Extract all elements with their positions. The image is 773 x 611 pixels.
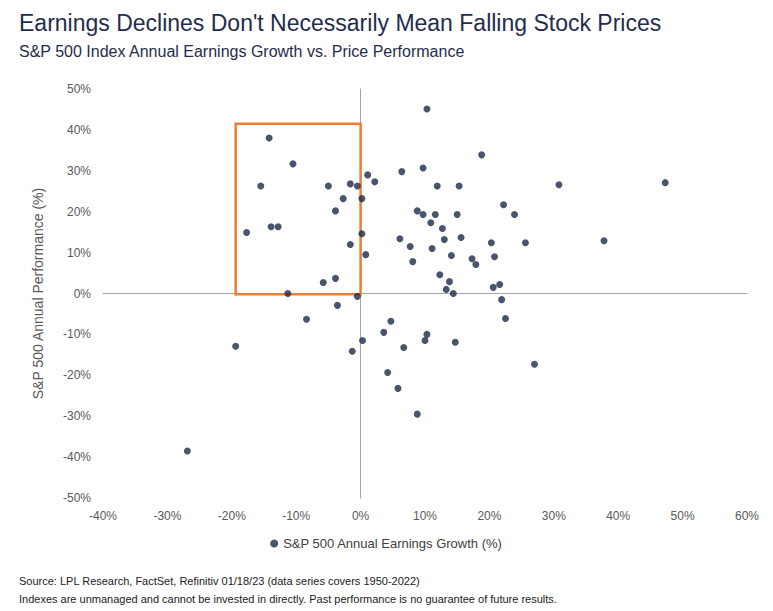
- svg-text:50%: 50%: [67, 82, 91, 96]
- svg-text:40%: 40%: [67, 123, 91, 137]
- svg-text:20%: 20%: [477, 509, 501, 523]
- svg-text:60%: 60%: [735, 509, 759, 523]
- svg-text:10%: 10%: [67, 246, 91, 260]
- svg-text:S&P 500 Annual Performance (%): S&P 500 Annual Performance (%): [30, 188, 46, 399]
- svg-text:-20%: -20%: [63, 368, 91, 382]
- svg-text:30%: 30%: [67, 164, 91, 178]
- svg-text:-20%: -20%: [218, 509, 246, 523]
- svg-text:-10%: -10%: [282, 509, 310, 523]
- svg-text:0%: 0%: [352, 509, 370, 523]
- svg-text:-40%: -40%: [89, 509, 117, 523]
- svg-text:30%: 30%: [542, 509, 566, 523]
- svg-text:40%: 40%: [606, 509, 630, 523]
- svg-text:S&P 500 Index Annual Earnings: S&P 500 Index Annual Earnings Growth vs.…: [19, 43, 464, 60]
- svg-text:-50%: -50%: [63, 491, 91, 505]
- svg-text:20%: 20%: [67, 205, 91, 219]
- svg-text:Source: LPL Research, FactSet,: Source: LPL Research, FactSet, Refinitiv…: [19, 575, 420, 587]
- svg-text:-30%: -30%: [153, 509, 181, 523]
- svg-text:S&P 500 Annual Earnings Growth: S&P 500 Annual Earnings Growth (%): [283, 536, 502, 551]
- svg-text:-30%: -30%: [63, 409, 91, 423]
- svg-text:Earnings Declines Don't Necess: Earnings Declines Don't Necessarily Mean…: [19, 10, 661, 36]
- svg-text:-40%: -40%: [63, 450, 91, 464]
- svg-text:-10%: -10%: [63, 327, 91, 341]
- svg-text:50%: 50%: [671, 509, 695, 523]
- svg-text:10%: 10%: [413, 509, 437, 523]
- svg-text:Indexes are unmanaged and cann: Indexes are unmanaged and cannot be inve…: [19, 593, 557, 605]
- svg-text:0%: 0%: [74, 287, 92, 301]
